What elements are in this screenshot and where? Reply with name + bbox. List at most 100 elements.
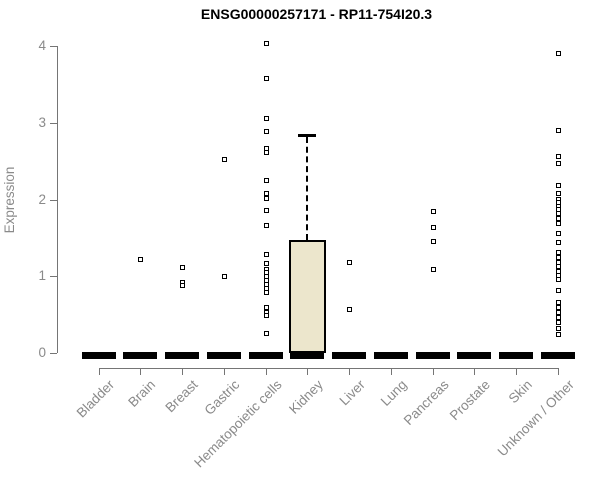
outlier-point: [556, 216, 561, 221]
median-bar: [499, 352, 533, 359]
outlier-point: [180, 265, 185, 270]
outlier-point: [556, 277, 561, 282]
outlier-point: [264, 261, 269, 266]
outlier-point: [556, 288, 561, 293]
y-tick-label: 4: [38, 38, 46, 53]
x-tick-label: Breast: [162, 377, 201, 416]
y-tick-label: 0: [38, 345, 46, 360]
outlier-point: [264, 305, 269, 310]
x-tick: [182, 368, 183, 375]
outlier-point: [264, 41, 269, 46]
median-bar: [332, 352, 366, 359]
median-bar: [374, 352, 408, 359]
outlier-point: [556, 240, 561, 245]
outlier-point: [264, 252, 269, 257]
outlier-point: [431, 239, 436, 244]
y-tick-label: 2: [38, 192, 46, 207]
x-tick-label: Liver: [336, 377, 368, 409]
y-tick: [50, 353, 57, 354]
y-axis-line: [57, 46, 58, 353]
outlier-point: [556, 250, 561, 255]
x-tick: [433, 368, 434, 375]
x-tick-label: Brain: [125, 377, 159, 410]
outlier-point: [264, 208, 269, 213]
x-tick-label: Prostate: [446, 377, 493, 424]
outlier-point: [556, 305, 561, 310]
median-bar: [165, 352, 199, 359]
x-tick: [558, 368, 559, 375]
y-tick: [50, 123, 57, 124]
outlier-point: [556, 315, 561, 320]
outlier-point: [264, 313, 269, 318]
outlier-point: [556, 320, 561, 325]
outlier-point: [556, 161, 561, 166]
x-tick-label: Gastric: [201, 377, 243, 418]
median-bar: [416, 352, 450, 359]
outlier-point: [556, 191, 561, 196]
outlier-point: [431, 209, 436, 214]
x-tick: [307, 368, 308, 375]
x-tick: [99, 368, 100, 375]
outlier-point: [264, 290, 269, 295]
x-tick-label: Bladder: [74, 377, 118, 421]
x-tick: [391, 368, 392, 375]
x-tick: [349, 368, 350, 375]
median-bar: [123, 352, 157, 359]
outlier-point: [264, 191, 269, 196]
outlier-point: [264, 116, 269, 121]
outlier-point: [556, 128, 561, 133]
outlier-point: [556, 154, 561, 159]
chart-title: ENSG00000257171 - RP11-754I20.3: [200, 6, 433, 22]
outlier-point: [264, 178, 269, 183]
outlier-point: [138, 257, 143, 262]
outlier-point: [556, 255, 561, 260]
median-bar: [290, 352, 324, 359]
box: [289, 240, 326, 353]
y-tick-label: 3: [38, 115, 46, 130]
median-bar: [82, 352, 116, 359]
outlier-point: [556, 221, 561, 226]
outlier-point: [264, 196, 269, 201]
outlier-point: [556, 231, 561, 236]
outlier-point: [222, 157, 227, 162]
x-tick: [140, 368, 141, 375]
x-axis-line: [99, 368, 559, 369]
median-bar: [207, 352, 241, 359]
outlier-point: [556, 332, 561, 337]
outlier-point: [347, 260, 352, 265]
outlier-point: [431, 267, 436, 272]
outlier-point: [222, 274, 227, 279]
median-bar: [541, 352, 575, 359]
outlier-point: [556, 264, 561, 269]
whisker-cap: [298, 134, 316, 137]
outlier-point: [264, 129, 269, 134]
outlier-point: [556, 51, 561, 56]
x-tick-label: Pancreas: [400, 377, 452, 428]
x-tick-label: Skin: [505, 377, 535, 407]
x-tick-label: Kidney: [285, 377, 326, 417]
y-tick: [50, 200, 57, 201]
x-tick: [266, 368, 267, 375]
x-tick: [516, 368, 517, 375]
outlier-point: [264, 150, 269, 155]
x-tick: [474, 368, 475, 375]
outlier-point: [180, 283, 185, 288]
outlier-point: [556, 310, 561, 315]
y-tick: [50, 276, 57, 277]
outlier-point: [556, 300, 561, 305]
median-bar: [457, 352, 491, 359]
x-tick-label: Unknown / Other: [494, 377, 577, 460]
outlier-point: [556, 183, 561, 188]
outlier-point: [264, 331, 269, 336]
x-tick: [224, 368, 225, 375]
outlier-point: [431, 225, 436, 230]
outlier-point: [556, 326, 561, 331]
x-tick-label: Lung: [377, 377, 410, 409]
outlier-point: [347, 307, 352, 312]
outlier-point: [556, 211, 561, 216]
outlier-point: [264, 76, 269, 81]
median-bar: [249, 352, 283, 359]
outlier-point: [264, 223, 269, 228]
